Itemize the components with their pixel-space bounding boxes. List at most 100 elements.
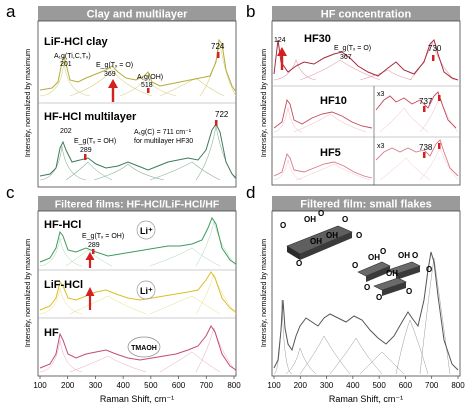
panel-c-mid-fits	[39, 273, 237, 315]
x-axis-right-tick-label-300: 300	[320, 381, 334, 390]
panel-a-header	[38, 6, 236, 21]
panel-a-marker-722	[215, 120, 218, 126]
flake-small-3	[373, 277, 407, 296]
panel-b-title-hf30: HF30	[304, 33, 331, 45]
panel-c-bot-spectrum	[39, 325, 237, 371]
panel-c-frame	[37, 210, 237, 377]
panel-b-ann-x3b: x3	[377, 143, 385, 150]
flake-labels: OH OH OH OH OH OH O O O O O O O O O O O …	[280, 209, 432, 302]
panel-c-letter: c	[6, 183, 15, 202]
o-label-5: O	[296, 259, 302, 268]
panel-a-bottom-spectrum	[39, 123, 237, 179]
panel-b-letter: b	[246, 2, 255, 21]
panel-b-ann-eg-val: 367	[340, 54, 352, 61]
panel-a-top-fits	[39, 43, 237, 97]
panel-c-top-spectrum	[39, 216, 237, 265]
panel-b-hf10-inset-spectrum	[375, 91, 457, 129]
y-axis-label-right-bottom: Intensity, normalized by maximum	[259, 239, 268, 347]
panel-b-frame	[271, 20, 461, 186]
panel-a-top-spectrum	[39, 38, 237, 93]
panel-b-ann-738: 738	[419, 143, 433, 152]
panel-a-header-text: Clay and multilayer	[87, 9, 189, 21]
panel-d-header	[272, 196, 460, 211]
o-label-7: O	[380, 247, 386, 256]
o-label-11: O	[406, 287, 412, 296]
panel-b-hf30-spectrum	[273, 39, 459, 81]
y-axis-label-bottom: Intensity, normalized by maximum	[23, 239, 32, 347]
oh-label-2: OH	[326, 231, 338, 240]
x-axis-right: 100 200 300 400 500 600 700 800	[267, 376, 465, 390]
flake-small-2	[387, 261, 421, 280]
panel-c-tmaoh-ellipse	[127, 336, 161, 358]
o-label-10: O	[364, 283, 370, 292]
panel-a: a Clay and multilayer LiF-HCl clay A₁g(T…	[6, 2, 237, 188]
panel-a-ann-a1g: A₁g(Ti,C,Tₓ)	[54, 53, 91, 60]
x-axis-left-tick-label-200: 200	[61, 381, 75, 390]
panel-b-hf10-spectrum	[273, 98, 373, 129]
x-axis-left-tick-label-300: 300	[89, 381, 103, 390]
flake-small-1	[357, 261, 391, 282]
panel-b-header	[272, 6, 460, 21]
x-axis-right-tick-label-700: 700	[425, 381, 439, 390]
panel-a-title-top: LiF-HCl clay	[44, 36, 108, 48]
x-axis-right-tick-label-500: 500	[372, 381, 386, 390]
panel-b-title-hf10: HF10	[320, 95, 347, 107]
panel-c-li-circle-2	[136, 280, 156, 300]
oh-label-3: OH	[310, 237, 322, 246]
panel-b-marker-738	[423, 152, 426, 158]
panel-d-spectrum	[273, 251, 459, 371]
panel-a-ann-724: 724	[211, 42, 225, 51]
panel-a-ann-eg-top-val: 369	[104, 71, 116, 78]
panel-c-mid-spectrum	[39, 271, 237, 313]
panel-a-ann-a1g-val: 201	[60, 61, 72, 68]
panel-c-ann-tmaoh: TMAOH	[131, 345, 157, 352]
x-axis-label-left: Raman Shift, cm⁻¹	[100, 394, 174, 404]
panel-c-ann-eg-val: 289	[88, 242, 100, 249]
panel-b-ann-eg: E_g(Tₓ = O)	[334, 45, 371, 52]
panel-d: d Filtered film: small flakes	[246, 183, 461, 377]
panel-c-bot-fits	[39, 327, 237, 373]
panel-b-header-text: HF concentration	[321, 9, 412, 21]
x-axis-right-tick-label-200: 200	[294, 381, 308, 390]
panel-d-fits	[273, 257, 451, 375]
panel-b-ann-730: 730	[428, 44, 442, 53]
o-label-1: O	[280, 221, 286, 230]
panel-a-marker-724	[217, 52, 220, 58]
panel-b-ann-737: 737	[419, 97, 433, 106]
panel-b-marker-737	[423, 106, 426, 112]
o-label-6: O	[352, 261, 358, 270]
panel-b-hf5-spectrum	[273, 152, 373, 179]
oh-label-1: OH	[304, 215, 316, 224]
x-axis-left: 100 200 300 400 500 600 700 800	[33, 376, 241, 390]
panel-b-title-hf5: HF5	[320, 147, 341, 159]
panel-a-ann-eg-bottom-val: 289	[80, 147, 92, 154]
panel-c-marker-289	[92, 249, 95, 254]
panel-c-arrow-top	[85, 252, 95, 268]
panel-c: c Filtered films: HF-HCl/LiF-HCl/HF HF-H…	[6, 183, 237, 377]
panel-c-title-bot: HF	[44, 327, 59, 339]
panel-b-marker-737b	[438, 95, 441, 101]
panel-c-ann-li2: Li⁺	[140, 286, 153, 296]
x-axis-right-tick-label-400: 400	[346, 381, 360, 390]
panel-b-marker-730	[432, 55, 435, 61]
panel-a-ann-202: 202	[60, 128, 72, 135]
oh-label-4: OH	[368, 253, 380, 262]
x-axis-right-tick-label-600: 600	[399, 381, 413, 390]
panel-b-marker-738b	[438, 143, 441, 149]
panel-a-ann-722: 722	[215, 110, 229, 119]
y-axis-label-right-top: Intensity, normalized by maximum	[259, 49, 268, 157]
x-axis-left-tick-label-100: 100	[33, 381, 47, 390]
oh-label-5: OH	[398, 251, 410, 260]
panel-a-marker-289	[84, 154, 87, 160]
panel-a-ann-eg-top: E_g(Tₓ = O)	[96, 62, 133, 69]
x-axis-left-tick-label-600: 600	[172, 381, 186, 390]
x-axis-label-right: Raman Shift, cm⁻¹	[329, 394, 403, 404]
panel-a-ann-a1g-oh-val: 518	[141, 82, 153, 89]
panel-c-header-text: Filtered films: HF-HCl/LiF-HCl/HF	[55, 199, 220, 211]
panel-c-title-mid: LiF-HCl	[44, 279, 83, 291]
panel-a-ann-box-line1: A₁g(C) = 711 cm⁻¹	[134, 129, 192, 136]
x-axis-right-tick-label-800: 800	[451, 381, 465, 390]
panel-a-ann-box-line2: for multilayer HF30	[134, 138, 193, 145]
o-label-3: O	[342, 215, 348, 224]
